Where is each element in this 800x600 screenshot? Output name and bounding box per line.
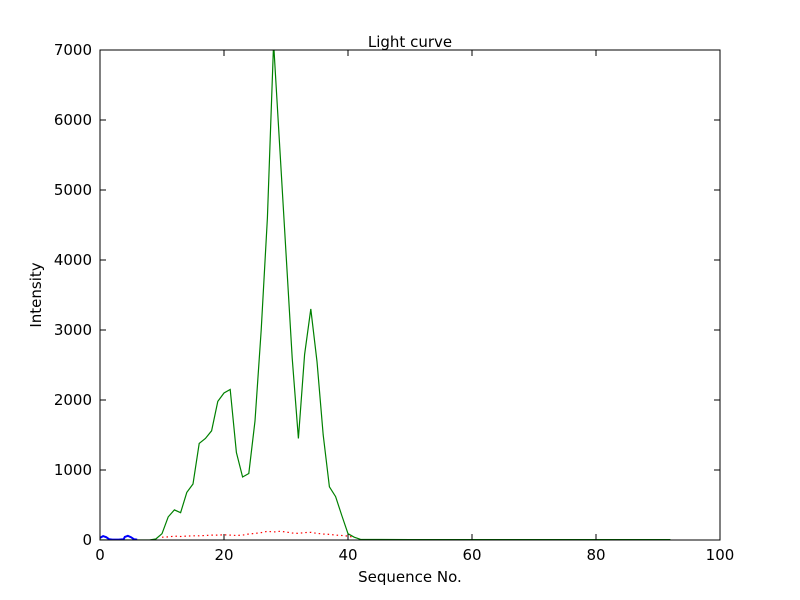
y-tick-label: 6000: [54, 111, 92, 129]
x-tick-label: 20: [214, 546, 233, 564]
y-tick-label: 5000: [54, 181, 92, 199]
x-tick-label: 100: [706, 546, 735, 564]
axes-frame: [99, 49, 721, 541]
x-tick-label: 0: [95, 546, 105, 564]
x-axis-label: Sequence No.: [358, 568, 462, 586]
y-tick-label: 2000: [54, 391, 92, 409]
y-tick-label: 7000: [54, 41, 92, 59]
x-tick-label: 60: [462, 546, 481, 564]
y-tick-label: 3000: [54, 321, 92, 339]
green-solid-line: [100, 50, 671, 540]
x-tick-label: 40: [338, 546, 357, 564]
y-tick-label: 1000: [54, 461, 92, 479]
chart-title: Light curve: [367, 33, 453, 51]
y-tick-label: 4000: [54, 251, 92, 269]
y-tick-label: 0: [82, 531, 92, 549]
red-dotted-line: [161, 530, 355, 539]
blue-solid-line: [100, 534, 138, 540]
y-axis-label: Intensity: [27, 262, 45, 328]
x-tick-label: 80: [586, 546, 605, 564]
